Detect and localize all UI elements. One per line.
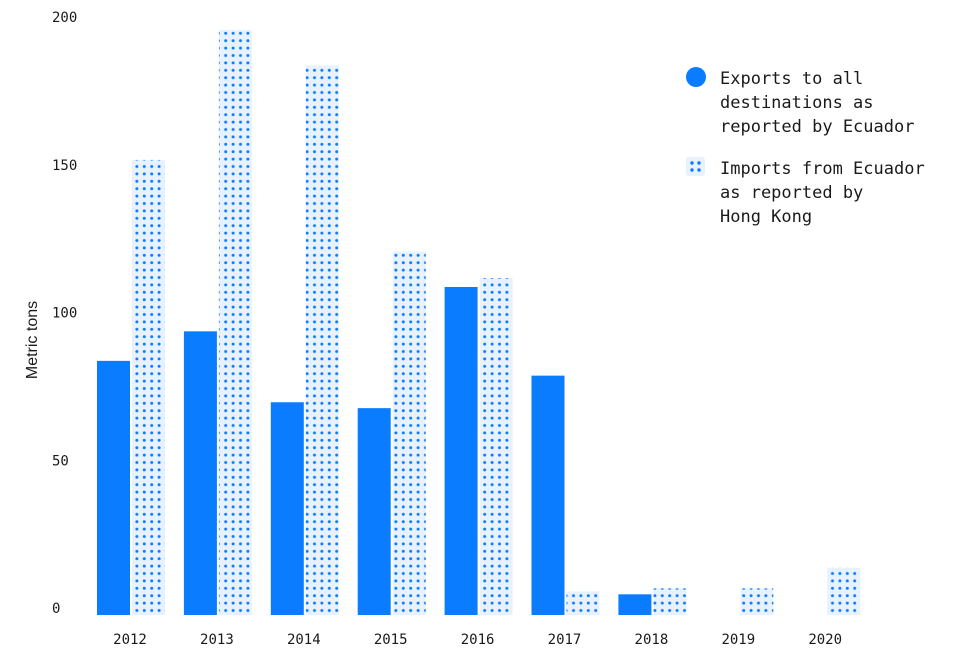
legend-swatch-bg — [686, 157, 705, 176]
legend-swatch-dot — [697, 168, 701, 172]
x-axis-ticks: 2012 2013 2014 2015 2016 2017 2018 2019 2020 — [113, 632, 842, 648]
y-tick-label: 200 — [52, 10, 77, 26]
x-tick-label: 2020 — [808, 632, 842, 648]
bar-exports-2013 — [183, 331, 217, 615]
legend-swatch-dot — [690, 161, 694, 165]
bar-imports-2014 — [305, 65, 339, 616]
legend-line: destinations as — [720, 93, 874, 113]
legend-swatch-dotted — [686, 157, 705, 176]
legend: Exports to all destinations as reported … — [686, 67, 935, 227]
legend-line: Imports from Ecuador — [720, 159, 925, 179]
legend-label-exports: Exports to all destinations as reported … — [720, 69, 914, 137]
y-tick-label: 150 — [52, 158, 77, 174]
bar-exports-2017 — [531, 375, 565, 615]
bar-exports-2012 — [97, 360, 130, 615]
x-tick-label: 2019 — [721, 632, 755, 648]
x-tick-label: 2016 — [461, 632, 495, 648]
x-tick-label: 2018 — [635, 632, 669, 648]
legend-line: reported by Ecuador — [720, 117, 914, 137]
bar-exports-2016 — [444, 286, 478, 615]
bar-imports-2016 — [479, 278, 513, 615]
y-tick-label: 100 — [52, 306, 77, 322]
x-tick-label: 2013 — [200, 632, 234, 648]
y-tick-label: 50 — [52, 453, 69, 469]
bar-imports-2017 — [566, 591, 600, 615]
x-tick-label: 2014 — [287, 632, 321, 648]
y-axis-ticks: 0 50 100 150 200 — [52, 10, 77, 617]
bar-imports-2012 — [132, 159, 165, 615]
bar-exports-2014 — [270, 402, 304, 615]
bar-imports-2018 — [653, 588, 687, 615]
y-tick-label: 0 — [52, 601, 60, 617]
legend-item-exports: Exports to all destinations as reported … — [686, 67, 914, 137]
legend-swatch-dot — [690, 168, 694, 172]
legend-label-imports: Imports from Ecuador as reported by Hong… — [720, 159, 935, 227]
legend-swatch-solid — [686, 67, 706, 87]
bars — [97, 29, 861, 616]
bar-imports-2020 — [827, 567, 861, 615]
x-tick-label: 2015 — [374, 632, 408, 648]
x-tick-label: 2012 — [113, 632, 147, 648]
legend-line: as reported by — [720, 183, 863, 203]
legend-item-imports: Imports from Ecuador as reported by Hong… — [686, 157, 935, 227]
bar-exports-2018 — [618, 594, 652, 615]
legend-line: Hong Kong — [720, 207, 812, 227]
bar-exports-2015 — [357, 408, 391, 615]
legend-swatch-dot — [697, 161, 701, 165]
bar-imports-2013 — [218, 29, 252, 616]
x-tick-label: 2017 — [548, 632, 582, 648]
bar-imports-2015 — [392, 251, 426, 615]
bar-imports-2019 — [740, 588, 774, 615]
y-axis-label: Metric tons — [24, 301, 41, 379]
legend-line: Exports to all — [720, 69, 863, 89]
